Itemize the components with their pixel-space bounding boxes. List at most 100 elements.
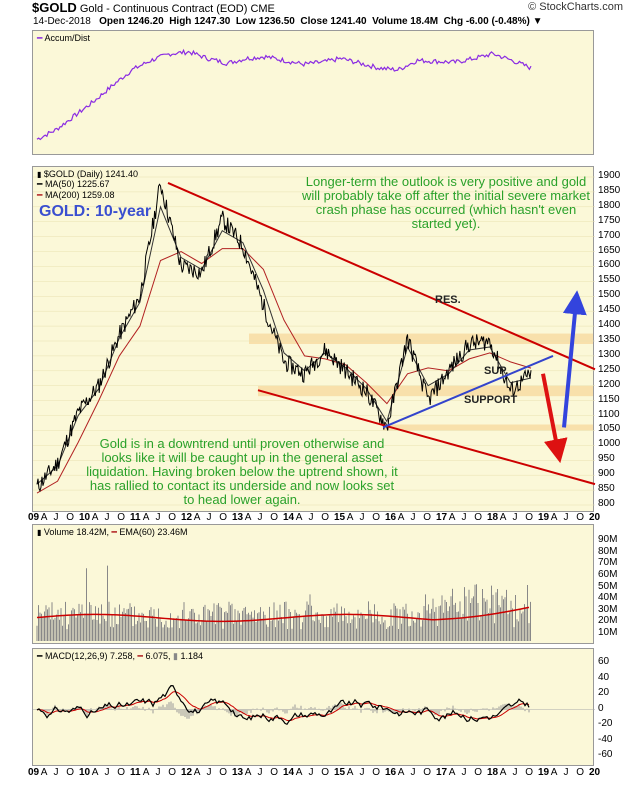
y-tick-label: 50M <box>598 580 618 592</box>
macd-legend-b: 7.258, <box>109 651 136 661</box>
brand: © StockCharts.com <box>528 1 623 13</box>
accum-dist-svg <box>36 48 532 141</box>
y-tick-label: 90M <box>598 534 618 545</box>
instrument-name: Gold - Continuous Contract (EOD) <box>79 3 248 15</box>
price-legend: ▮ $GOLD (Daily) 1241.40 ━ MA(50) 1225.67… <box>37 169 138 200</box>
x-tick-label: O <box>168 767 177 778</box>
y-tick-label: 1450 <box>598 304 621 316</box>
x-tick-label: J <box>461 767 467 778</box>
accum-dist-pane: ━ Accum/Dist <box>32 30 594 155</box>
quote-close: Close 1241.40 <box>300 16 367 27</box>
x-tick-label: A <box>397 512 405 523</box>
x-tick-label: O <box>270 767 279 778</box>
x-tick-label: 17 <box>436 767 448 778</box>
macd-svg <box>33 684 595 726</box>
x-tick-label: O <box>321 512 330 523</box>
resistance-zone <box>249 333 593 344</box>
x-tick-label: 19 <box>538 512 550 523</box>
y-tick-label: 1050 <box>598 423 621 435</box>
y-tick-label: 60M <box>598 568 618 580</box>
x-tick-label: O <box>525 512 534 523</box>
x-tick-label: O <box>270 512 279 523</box>
macd-signal-line <box>36 691 530 722</box>
x-tick-label: A <box>244 512 252 523</box>
x-tick-label: A <box>91 767 99 778</box>
x-tick-label: A <box>142 767 150 778</box>
y-tick-label: -40 <box>598 733 613 745</box>
x-tick-label: J <box>206 767 212 778</box>
x-tick-label: O <box>117 767 126 778</box>
x-tick-label: 12 <box>181 512 193 523</box>
y-tick-label: 1400 <box>598 319 621 331</box>
volume-legend-a: Volume 18.42M, <box>43 527 109 537</box>
x-tick-label: 16 <box>385 512 397 523</box>
symbol-line: $GOLD Gold - Continuous Contract (EOD) C… <box>32 0 275 15</box>
y-tick-label: 1300 <box>598 348 621 360</box>
y-tick-label: 1650 <box>598 244 621 256</box>
y-tick-label: 1900 <box>598 170 621 181</box>
x-tick-label: A <box>295 512 303 523</box>
x-tick-label: O <box>117 512 126 523</box>
x-tick-label: O <box>576 512 585 523</box>
x-tick-label: A <box>193 512 201 523</box>
x-tick-label: O <box>423 767 432 778</box>
legend-main: $GOLD (Daily) 1241.40 <box>43 169 138 179</box>
y-tick-label: 40 <box>598 671 610 683</box>
price-line <box>36 183 532 493</box>
x-tick-label: O <box>372 512 381 523</box>
x-tick-label: A <box>40 767 48 778</box>
macd-histogram <box>36 701 530 719</box>
x-tick-label: O <box>66 512 75 523</box>
support-label: SUPPORT <box>464 394 518 406</box>
y-tick-label: 1500 <box>598 289 621 301</box>
x-tick-label: A <box>91 512 99 523</box>
resistance-label: RES. <box>435 294 461 306</box>
volume-ema-line <box>36 606 530 623</box>
x-tick-label: J <box>359 512 365 523</box>
y-tick-label: 20 <box>598 687 610 698</box>
x-tick-label: A <box>295 767 303 778</box>
x-tick-label: O <box>219 512 228 523</box>
x-tick-label: O <box>474 512 483 523</box>
x-tick-label: A <box>550 767 558 778</box>
x-tick-label: 09 <box>28 767 40 778</box>
x-tick-label: J <box>155 767 161 778</box>
up-arrow-icon <box>562 290 587 428</box>
x-tick-label: 19 <box>538 767 550 778</box>
x-tick-label: O <box>168 512 177 523</box>
x-tick-label: 15 <box>334 512 346 523</box>
x-tick-label: 18 <box>487 767 499 778</box>
x-tick-label: 13 <box>232 512 244 523</box>
x-tick-label: A <box>499 767 507 778</box>
y-tick-label: 1000 <box>598 438 621 450</box>
y-tick-label: 1200 <box>598 378 621 390</box>
x-tick-label: 20 <box>589 512 601 523</box>
x-tick-label: 18 <box>487 512 499 523</box>
y-tick-label: 1150 <box>598 393 620 405</box>
macd-legend-d: 1.184 <box>180 651 204 661</box>
y-tick-label: 950 <box>598 453 615 465</box>
x-tick-label: 15 <box>334 767 346 778</box>
x-tick-label: 11 <box>130 512 141 523</box>
x-tick-label: O <box>474 767 483 778</box>
x-tick-label: A <box>499 512 507 523</box>
support-short-label: SUP. <box>484 365 509 377</box>
x-tick-label: J <box>53 767 59 778</box>
x-tick-label: O <box>321 767 330 778</box>
macd-legend-a: MACD(12,26,9) <box>44 651 108 661</box>
y-tick-label: -20 <box>598 718 613 729</box>
x-tick-label: A <box>346 512 354 523</box>
y-tick-label: -60 <box>598 749 613 760</box>
upper-trend-line <box>167 182 596 371</box>
x-tick-label: O <box>423 512 432 523</box>
y-tick-label: 0 <box>598 702 604 714</box>
macd-legend-c: 6.075, <box>145 651 171 661</box>
x-tick-label: 09 <box>28 512 40 523</box>
symbol: $GOLD <box>32 0 77 15</box>
chart-title: GOLD: 10-year <box>39 203 152 220</box>
x-tick-label: J <box>512 767 518 778</box>
x-tick-label: 10 <box>79 512 91 523</box>
y-tick-label: 70M <box>598 557 618 569</box>
x-tick-label: J <box>359 767 365 778</box>
x-tick-label: 12 <box>181 767 193 778</box>
